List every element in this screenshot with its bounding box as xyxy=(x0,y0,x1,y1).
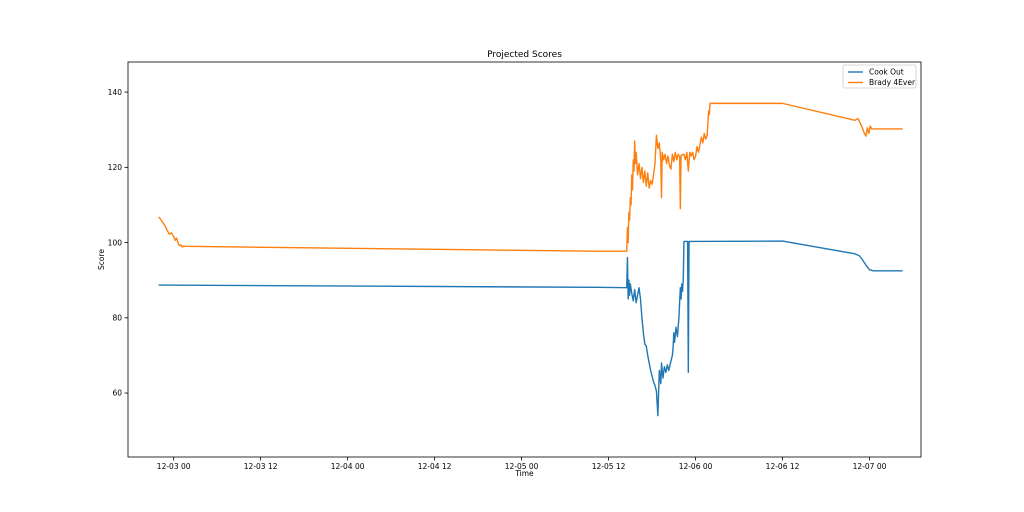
plot-area xyxy=(127,61,922,458)
chart-title: Projected Scores xyxy=(487,50,562,60)
x-axis: 12-03 00 12-03 12 12-04 00 12-04 12 12-05 00… xyxy=(157,457,887,471)
y-tick-label: 120 xyxy=(108,163,123,172)
x-tick-label: 12-04 12 xyxy=(418,462,452,471)
y-axis: 60 80 100 120 140 xyxy=(108,88,128,398)
x-tick-label: 12-06 00 xyxy=(679,462,713,471)
x-tick-label: 12-07 00 xyxy=(853,462,887,471)
legend-label: Brady 4Ever xyxy=(869,78,916,87)
y-axis-label: Score xyxy=(97,249,106,270)
y-tick-label: 60 xyxy=(112,389,122,398)
x-tick-label: 12-03 12 xyxy=(244,462,278,471)
x-tick-label: 12-03 00 xyxy=(157,462,191,471)
series-line-cook-out xyxy=(158,240,903,417)
legend-label: Cook Out xyxy=(869,68,904,77)
x-tick-label: 12-05 12 xyxy=(592,462,626,471)
y-tick-label: 100 xyxy=(108,238,123,247)
series-line-brady-4ever xyxy=(158,102,903,252)
x-tick-label: 12-06 12 xyxy=(766,462,800,471)
series-layer xyxy=(158,102,903,417)
y-tick-label: 80 xyxy=(112,314,122,323)
x-axis-label: Time xyxy=(514,469,534,478)
x-tick-label: 12-05 00 xyxy=(505,462,539,471)
y-tick-label: 140 xyxy=(108,88,123,97)
x-tick-label: 12-04 00 xyxy=(331,462,365,471)
